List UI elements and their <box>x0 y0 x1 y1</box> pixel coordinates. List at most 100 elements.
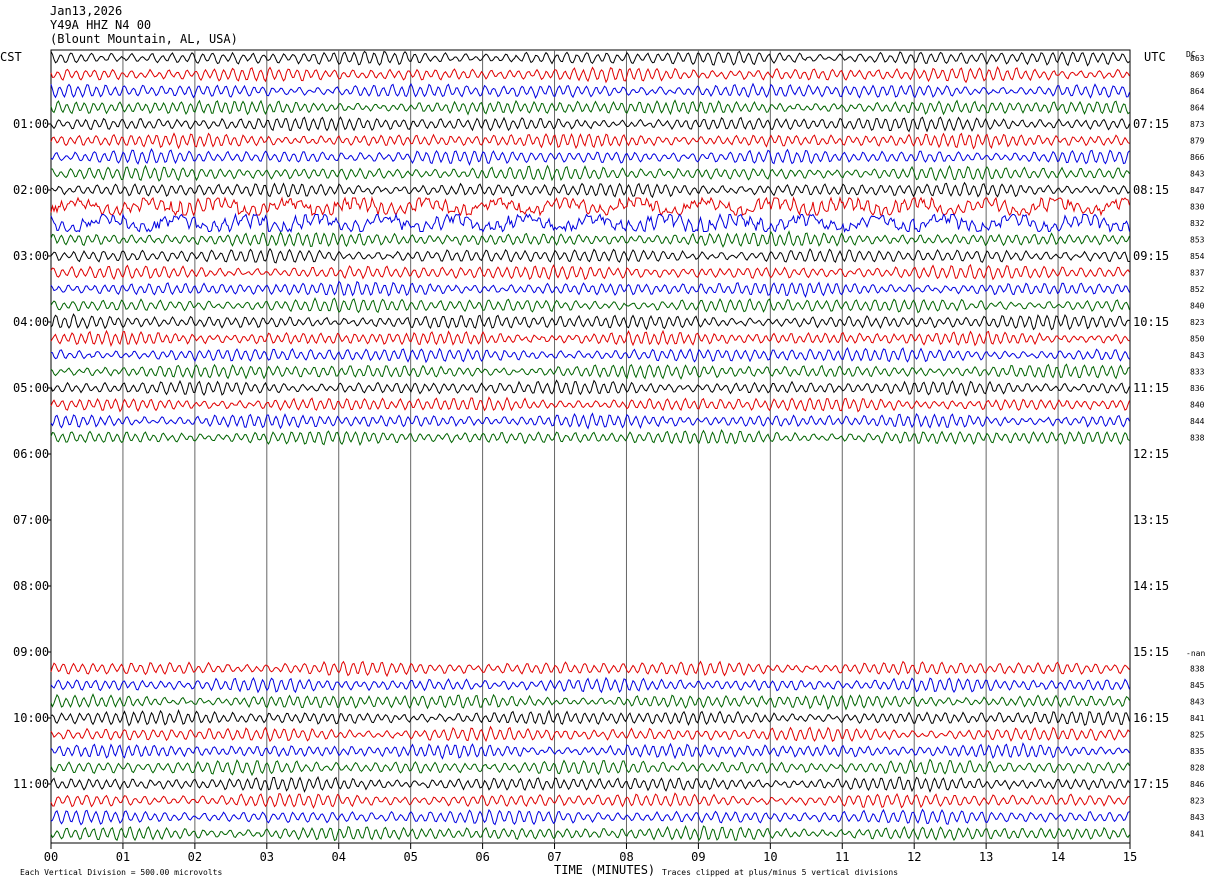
chart-location: (Blount Mountain, AL, USA) <box>50 32 238 46</box>
x-axis-title: TIME (MINUTES) <box>554 863 655 877</box>
trace-line <box>50 347 1130 364</box>
plot-frame <box>50 49 1131 844</box>
trace-line <box>50 82 1130 99</box>
dc-value: 841 <box>1190 714 1205 723</box>
dc-value: 823 <box>1190 797 1205 806</box>
left-timezone-label: CST <box>0 50 22 64</box>
trace-line <box>50 99 1130 116</box>
left-hour-label: 08:00 <box>13 579 49 593</box>
dc-value: 823 <box>1190 318 1205 327</box>
trace-line <box>50 196 1130 217</box>
trace-line <box>50 660 1130 678</box>
dc-value: 846 <box>1190 780 1205 789</box>
x-tick-label: 02 <box>188 850 202 864</box>
x-tick-label: 09 <box>691 850 705 864</box>
trace-line <box>50 181 1130 199</box>
trace-line <box>50 66 1130 84</box>
trace-line <box>50 247 1130 264</box>
right-hour-label: 11:15 <box>1133 381 1169 395</box>
dc-value: 864 <box>1190 87 1205 96</box>
right-hour-label: 10:15 <box>1133 315 1169 329</box>
dc-value: 836 <box>1190 384 1205 393</box>
dc-value: 840 <box>1190 401 1205 410</box>
x-tick-label: 06 <box>475 850 489 864</box>
trace-line <box>50 742 1130 760</box>
x-tick-label: 15 <box>1123 850 1137 864</box>
x-tick-label: 10 <box>763 850 777 864</box>
footer-clip-note: Traces clipped at plus/minus 5 vertical … <box>662 868 898 877</box>
nan-label: -nan <box>1186 649 1205 658</box>
label-group: 01:00 02:00 03:00 04:00 05:00 06:00 07:00 08:00… <box>13 54 1205 839</box>
dc-value: 843 <box>1190 170 1205 179</box>
left-hour-label: 02:00 <box>13 183 49 197</box>
trace-line <box>50 758 1130 777</box>
trace-line <box>50 164 1130 182</box>
trace-line <box>50 808 1130 826</box>
dc-header-label: DC <box>1186 50 1196 59</box>
dc-value: 844 <box>1190 417 1205 426</box>
x-tick-label: 05 <box>403 850 417 864</box>
right-hour-label: 14:15 <box>1133 579 1169 593</box>
trace-line <box>50 132 1130 150</box>
trace-line <box>50 297 1130 314</box>
trace-line <box>50 396 1130 413</box>
chart-date: Jan13,2026 <box>50 4 123 18</box>
dc-value: 869 <box>1190 71 1205 80</box>
dc-value: 879 <box>1190 137 1205 146</box>
dc-value: 866 <box>1190 153 1205 162</box>
dc-value: 864 <box>1190 104 1205 113</box>
dc-value: 838 <box>1190 434 1205 443</box>
trace-line <box>50 263 1130 281</box>
trace-line <box>50 148 1130 166</box>
x-tick-label: 03 <box>260 850 274 864</box>
right-timezone-label: UTC <box>1144 50 1166 64</box>
right-hour-label: 09:15 <box>1133 249 1169 263</box>
left-hour-label: 07:00 <box>13 513 49 527</box>
trace-line <box>50 363 1130 380</box>
dc-value: 838 <box>1190 665 1205 674</box>
dc-value: 843 <box>1190 813 1205 822</box>
trace-line <box>50 230 1130 248</box>
trace-line <box>50 709 1130 727</box>
trace-line <box>50 329 1130 348</box>
footer-scale-note: Each Vertical Division = 500.00 microvol… <box>20 868 222 877</box>
left-hour-label: 06:00 <box>13 447 49 461</box>
trace-line <box>50 116 1130 133</box>
trace-line <box>50 313 1130 331</box>
dc-value: 863 <box>1190 54 1205 63</box>
right-hour-label: 07:15 <box>1133 117 1169 131</box>
x-tick-label: 14 <box>1051 850 1065 864</box>
trace-line <box>50 725 1130 743</box>
right-hour-label: 08:15 <box>1133 183 1169 197</box>
x-tick-label: 13 <box>979 850 993 864</box>
dc-value: 825 <box>1190 731 1205 740</box>
trace-line <box>50 50 1130 67</box>
left-hour-label: 11:00 <box>13 777 49 791</box>
dc-value: 837 <box>1190 269 1205 278</box>
x-tick-label: 12 <box>907 850 921 864</box>
trace-line <box>50 676 1130 694</box>
right-hour-label: 12:15 <box>1133 447 1169 461</box>
dc-value: 852 <box>1190 285 1205 294</box>
trace-line <box>50 379 1130 397</box>
minute-grid <box>122 50 1059 843</box>
trace-line <box>50 693 1130 711</box>
right-hour-label: 13:15 <box>1133 513 1169 527</box>
x-tick-label: 08 <box>619 850 633 864</box>
chart-station: Y49A HHZ N4 00 <box>50 18 152 32</box>
left-hour-label: 10:00 <box>13 711 49 725</box>
left-hour-label: 04:00 <box>13 315 49 329</box>
dc-value: 873 <box>1190 120 1205 129</box>
trace-line <box>50 212 1130 233</box>
dc-value: 845 <box>1190 681 1205 690</box>
dc-value: 843 <box>1190 698 1205 707</box>
x-tick-label: 01 <box>116 850 130 864</box>
x-tick-label: 11 <box>835 850 849 864</box>
left-hour-label: 03:00 <box>13 249 49 263</box>
trace-line <box>50 429 1130 447</box>
dc-value: 832 <box>1190 219 1205 228</box>
left-hour-label: 01:00 <box>13 117 49 131</box>
dc-value: 843 <box>1190 351 1205 360</box>
trace-line <box>50 412 1130 430</box>
dc-value: 835 <box>1190 747 1205 756</box>
